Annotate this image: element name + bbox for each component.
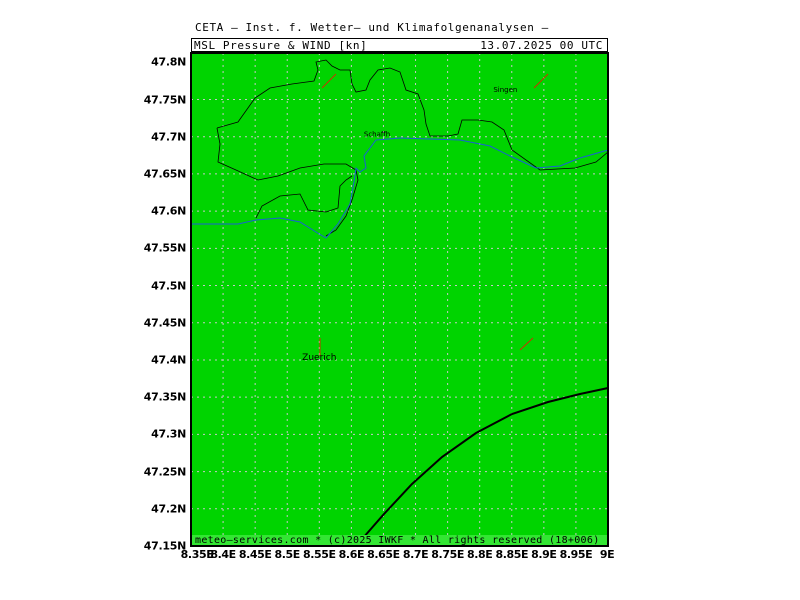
lon-tick-label: 8.95E — [559, 548, 593, 561]
lat-tick-label: 47.35N — [143, 390, 187, 404]
city-label: Zuerich — [302, 353, 336, 363]
datetime-label: 13.07.2025 00 UTC — [480, 39, 603, 52]
lon-tick-label: 8.75E — [431, 548, 464, 561]
parameter-label: MSL_Pressure_&_WIND_[kn] — [194, 39, 368, 52]
border-line — [216, 127, 359, 237]
lat-tick-label: 47.45N — [143, 316, 187, 330]
credit-text: meteo–services.com * (c)2025 IWKF * All … — [195, 535, 600, 546]
isobar-line — [355, 387, 609, 547]
lat-tick-label: 47.2N — [151, 502, 186, 516]
land-area — [191, 53, 608, 546]
lon-tick-label: 8.4E — [210, 548, 236, 561]
lat-tick-label: 47.3N — [151, 427, 186, 441]
city-labels: Singen Schaffh Zuerich — [302, 86, 517, 363]
map-frame — [190, 52, 609, 547]
border-line — [216, 59, 609, 171]
lat-tick-label: 47.15N — [143, 539, 187, 553]
lat-tick-label: 47.7N — [151, 130, 186, 144]
lat-tick-label: 47.75N — [143, 93, 187, 106]
credit-bar — [191, 535, 608, 546]
institution-title: CETA – Inst. f. Wetter– und Klimafolgena… — [195, 21, 549, 34]
lon-tick-label: 8.5E — [274, 548, 301, 561]
lon-tick-label: 8.8E — [466, 548, 493, 561]
lon-tick-label: 8.65E — [367, 548, 400, 561]
lon-tick-label: 8.9E — [531, 548, 557, 561]
lat-tick-label: 47.8N — [151, 55, 186, 69]
city-label: Singen — [493, 86, 517, 94]
river-line — [191, 137, 609, 239]
parameter-header: MSL_Pressure_&_WIND_[kn] 13.07.2025 00 U… — [191, 38, 608, 52]
lat-tick-label: 47.25N — [143, 465, 187, 479]
lon-tick-label: 8.35E — [180, 548, 214, 561]
wind-barb — [533, 73, 549, 89]
border-line — [255, 175, 353, 219]
lon-tick-label: 8.85E — [495, 548, 529, 561]
lat-tick-label: 47.6N — [151, 204, 186, 218]
city-label: Schaffh — [364, 131, 390, 139]
lon-tick-label: 8.6E — [338, 548, 365, 561]
lon-tick-label: 9E — [599, 548, 615, 561]
lat-tick-label: 47.65N — [143, 167, 187, 181]
lon-tick-label: 8.7E — [402, 548, 429, 561]
lat-tick-label: 47.4N — [151, 353, 186, 367]
lat-tick-label: 47.5N — [151, 279, 186, 293]
lon-tick-label: 8.45E — [238, 548, 272, 561]
grid-lines — [191, 53, 608, 546]
wind-barb — [519, 337, 534, 351]
lat-tick-label: 47.55N — [143, 241, 187, 255]
lon-tick-label: 8.55E — [302, 548, 336, 561]
wind-barb — [321, 73, 337, 89]
